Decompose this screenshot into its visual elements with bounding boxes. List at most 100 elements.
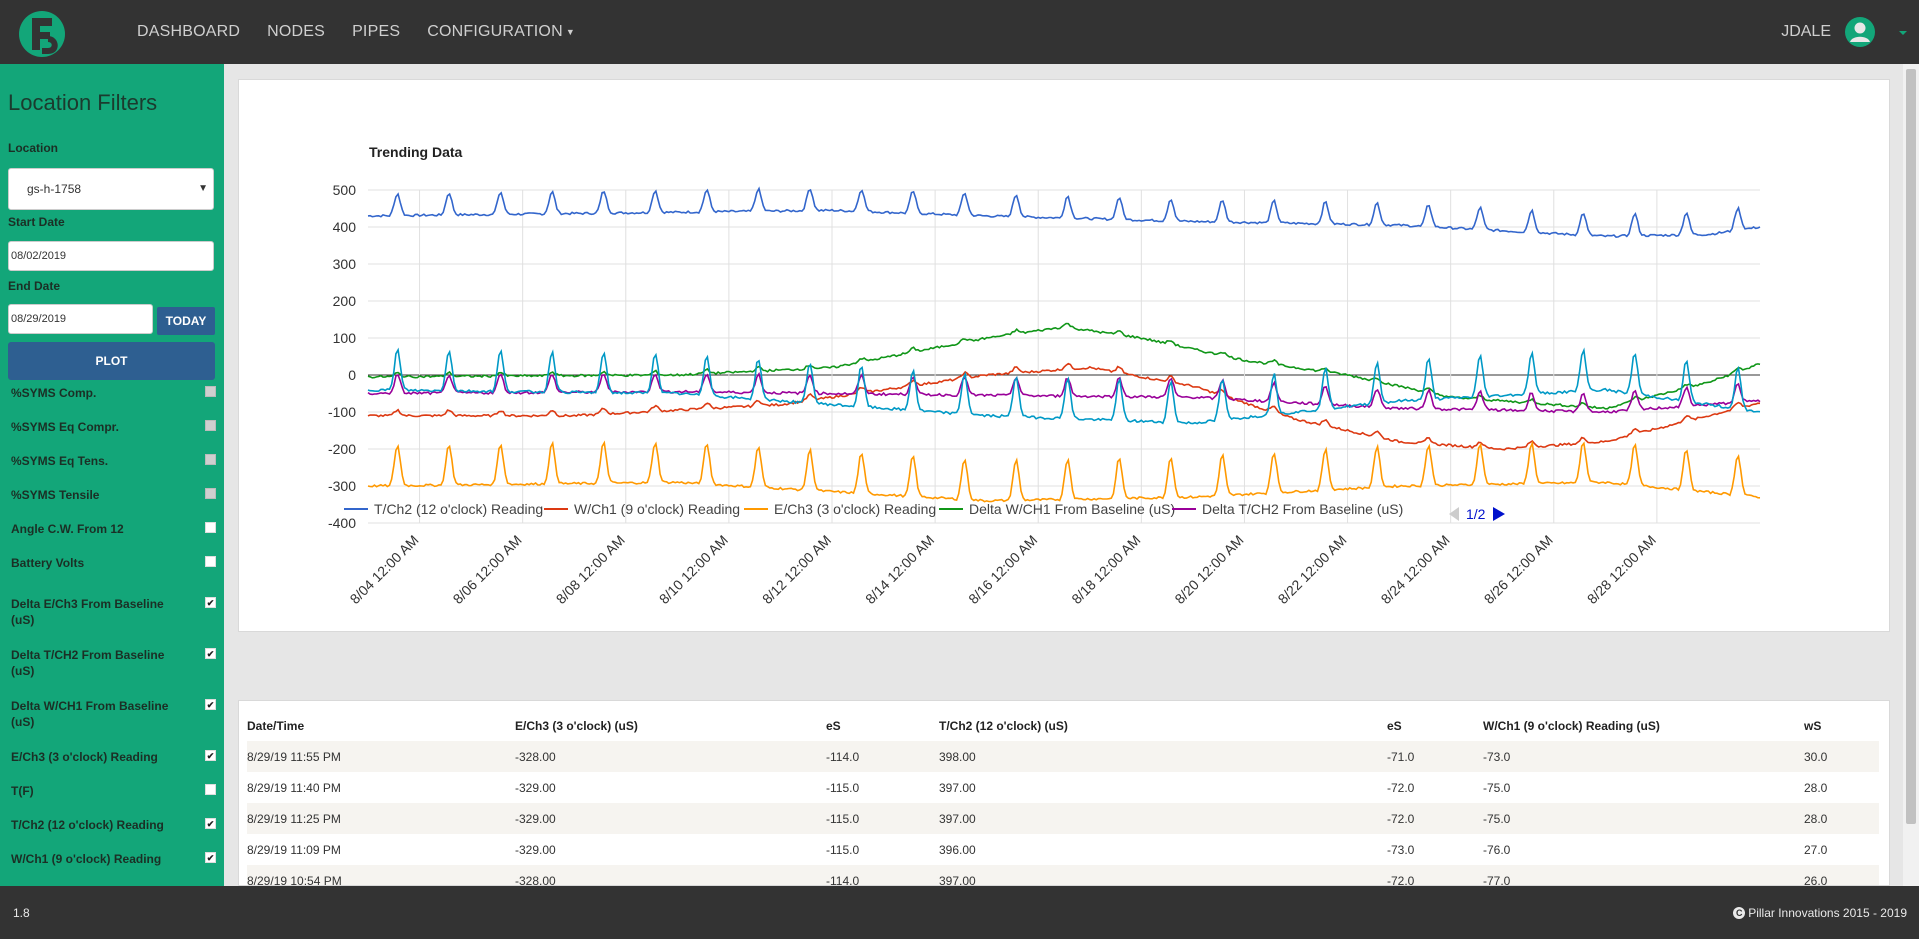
filter-checkbox[interactable]: ✔ bbox=[205, 648, 216, 659]
legend-next-icon[interactable] bbox=[1493, 507, 1505, 521]
readings-table: Date/Time E/Ch3 (3 o'clock) (uS) eS T/Ch2 (… bbox=[238, 700, 1890, 886]
chart-title: Trending Data bbox=[369, 144, 463, 160]
series-line[interactable] bbox=[367, 347, 1761, 425]
table-header-cell[interactable]: E/Ch3 (3 o'clock) (uS) bbox=[515, 719, 638, 733]
table-cell: -329.00 bbox=[515, 812, 556, 826]
table-cell: -114.0 bbox=[826, 874, 860, 886]
filter-item[interactable]: %SYMS Eq Tens. bbox=[11, 453, 216, 469]
table-cell: -71.0 bbox=[1387, 750, 1415, 764]
filter-checkbox[interactable]: ✔ bbox=[205, 818, 216, 829]
table-cell: -73.0 bbox=[1387, 843, 1415, 857]
filter-item[interactable]: E/Ch3 (3 o'clock) Reading ✔ bbox=[11, 749, 216, 765]
series-line[interactable] bbox=[367, 371, 1761, 414]
x-tick-label: 8/24 12:00 AM bbox=[1378, 532, 1453, 607]
table-cell: 26.0 bbox=[1804, 874, 1828, 886]
series-line[interactable] bbox=[367, 362, 1761, 451]
filter-checkbox[interactable] bbox=[205, 420, 216, 431]
y-tick-label: 500 bbox=[333, 182, 357, 198]
filter-label: W/Ch1 (9 o'clock) Reading bbox=[11, 852, 162, 866]
today-button[interactable]: TODAY bbox=[157, 307, 215, 335]
filter-label: Angle C.W. From 12 bbox=[11, 522, 124, 536]
legend-label[interactable]: W/Ch1 (9 o'clock) Reading bbox=[574, 501, 740, 517]
table-cell: -114.0 bbox=[826, 750, 860, 764]
table-cell: -115.0 bbox=[826, 781, 860, 795]
y-tick-label: 0 bbox=[348, 367, 356, 383]
filter-item[interactable]: %SYMS Comp. bbox=[11, 385, 216, 401]
top-navbar: DASHBOARD NODES PIPES CONFIGURATION ▼ JDA… bbox=[0, 0, 1919, 64]
filter-label: %SYMS Tensile bbox=[11, 488, 100, 502]
series-line[interactable] bbox=[367, 440, 1761, 503]
table-cell: -76.0 bbox=[1483, 843, 1511, 857]
table-cell: -75.0 bbox=[1483, 812, 1511, 826]
table-cell: 28.0 bbox=[1804, 812, 1828, 826]
table-row[interactable]: 8/29/19 11:25 PM -329.00 -115.0 397.00 -72.0… bbox=[247, 803, 1879, 834]
user-menu-caret-icon[interactable] bbox=[1899, 31, 1907, 35]
y-tick-label: -100 bbox=[328, 404, 356, 420]
table-row[interactable]: 8/29/19 11:40 PM -329.00 -115.0 397.00 -72.0… bbox=[247, 772, 1879, 803]
table-row[interactable]: 8/29/19 11:09 PM -329.00 -115.0 396.00 -73.0… bbox=[247, 834, 1879, 865]
filter-item[interactable]: %SYMS Tensile bbox=[11, 487, 216, 503]
filter-checkbox[interactable]: ✔ bbox=[205, 699, 216, 710]
filter-item[interactable]: Delta E/Ch3 From Baseline (uS) ✔ bbox=[11, 596, 216, 628]
nav-dashboard[interactable]: DASHBOARD bbox=[137, 23, 241, 40]
filter-item[interactable]: Delta T/CH2 From Baseline (uS) ✔ bbox=[11, 647, 216, 679]
table-row[interactable]: 8/29/19 10:54 PM -328.00 -114.0 397.00 -72.0… bbox=[247, 865, 1879, 886]
filter-checkbox[interactable] bbox=[205, 488, 216, 499]
y-tick-label: 100 bbox=[333, 330, 357, 346]
filter-item[interactable]: Angle C.W. From 12 bbox=[11, 521, 216, 537]
table-row[interactable]: 8/29/19 11:55 PM -328.00 -114.0 398.00 -71.0… bbox=[247, 741, 1879, 772]
series-line[interactable] bbox=[367, 186, 1761, 239]
table-cell: -328.00 bbox=[515, 874, 556, 886]
filter-item[interactable]: T/Ch2 (12 o'clock) Reading ✔ bbox=[11, 817, 216, 833]
y-tick-label: 200 bbox=[333, 293, 357, 309]
scrollbar-thumb[interactable] bbox=[1906, 69, 1916, 824]
filter-label: E/Ch3 (3 o'clock) Reading bbox=[11, 750, 158, 764]
table-header-cell[interactable]: T/Ch2 (12 o'clock) (uS) bbox=[939, 719, 1068, 733]
filter-label: %SYMS Comp. bbox=[11, 386, 97, 400]
y-tick-label: -400 bbox=[328, 515, 356, 531]
table-header-cell[interactable]: W/Ch1 (9 o'clock) Reading (uS) bbox=[1483, 719, 1660, 733]
user-name[interactable]: JDALE bbox=[1781, 23, 1831, 40]
filter-checkbox[interactable] bbox=[205, 454, 216, 465]
filter-checkbox[interactable] bbox=[205, 386, 216, 397]
table-header-cell[interactable]: wS bbox=[1804, 719, 1822, 733]
filter-item[interactable]: T(F) bbox=[11, 783, 216, 799]
table-header-cell[interactable]: eS bbox=[1387, 719, 1402, 733]
nav-configuration[interactable]: CONFIGURATION ▼ bbox=[427, 23, 575, 41]
sidebar-title: Location Filters bbox=[8, 90, 158, 115]
end-date-input[interactable]: 08/29/2019 bbox=[8, 304, 153, 334]
filter-label: Delta E/Ch3 From Baseline (uS) bbox=[11, 597, 164, 627]
filter-label: T(F) bbox=[11, 784, 34, 798]
table-cell: 398.00 bbox=[939, 750, 976, 764]
filter-label: Delta T/CH2 From Baseline (uS) bbox=[11, 648, 165, 678]
filter-checkbox[interactable] bbox=[205, 522, 216, 533]
filter-item[interactable]: %SYMS Eq Compr. bbox=[11, 419, 216, 435]
plot-button[interactable]: PLOT bbox=[8, 342, 215, 380]
filter-item[interactable]: Battery Volts bbox=[11, 555, 216, 571]
filter-checkbox[interactable]: ✔ bbox=[205, 750, 216, 761]
filter-item[interactable]: Delta W/CH1 From Baseline (uS) ✔ bbox=[11, 698, 216, 730]
filter-checkbox[interactable] bbox=[205, 556, 216, 567]
copyright-icon: C bbox=[1733, 907, 1746, 919]
x-tick-label: 8/26 12:00 AM bbox=[1481, 532, 1556, 607]
legend-label[interactable]: T/Ch2 (12 o'clock) Reading bbox=[374, 501, 543, 517]
legend-label[interactable]: E/Ch3 (3 o'clock) Reading bbox=[774, 501, 936, 517]
filter-checkbox[interactable] bbox=[205, 784, 216, 795]
legend-label[interactable]: Delta T/CH2 From Baseline (uS) bbox=[1202, 501, 1403, 517]
filter-item[interactable]: W/Ch1 (9 o'clock) Reading ✔ bbox=[11, 851, 216, 867]
nav-pipes[interactable]: PIPES bbox=[352, 23, 401, 40]
table-header-cell[interactable]: Date/Time bbox=[247, 719, 305, 733]
location-select[interactable]: gs-h-1758 ▼ bbox=[8, 168, 214, 210]
start-date-input[interactable]: 08/02/2019 bbox=[8, 241, 214, 271]
filter-checkbox[interactable]: ✔ bbox=[205, 597, 216, 608]
x-tick-label: 8/08 12:00 AM bbox=[553, 532, 628, 607]
brand-logo[interactable] bbox=[18, 10, 72, 58]
nav-nodes[interactable]: NODES bbox=[267, 23, 326, 40]
user-avatar-icon[interactable] bbox=[1845, 17, 1875, 47]
legend-prev-icon[interactable] bbox=[1449, 507, 1459, 521]
table-header-cell[interactable]: eS bbox=[826, 719, 841, 733]
legend-label[interactable]: Delta W/CH1 From Baseline (uS) bbox=[969, 501, 1175, 517]
filter-checkbox[interactable]: ✔ bbox=[205, 852, 216, 863]
copyright: C Pillar Innovations 2015 - 2019 bbox=[1733, 906, 1907, 920]
page-scrollbar[interactable] bbox=[1903, 64, 1919, 886]
